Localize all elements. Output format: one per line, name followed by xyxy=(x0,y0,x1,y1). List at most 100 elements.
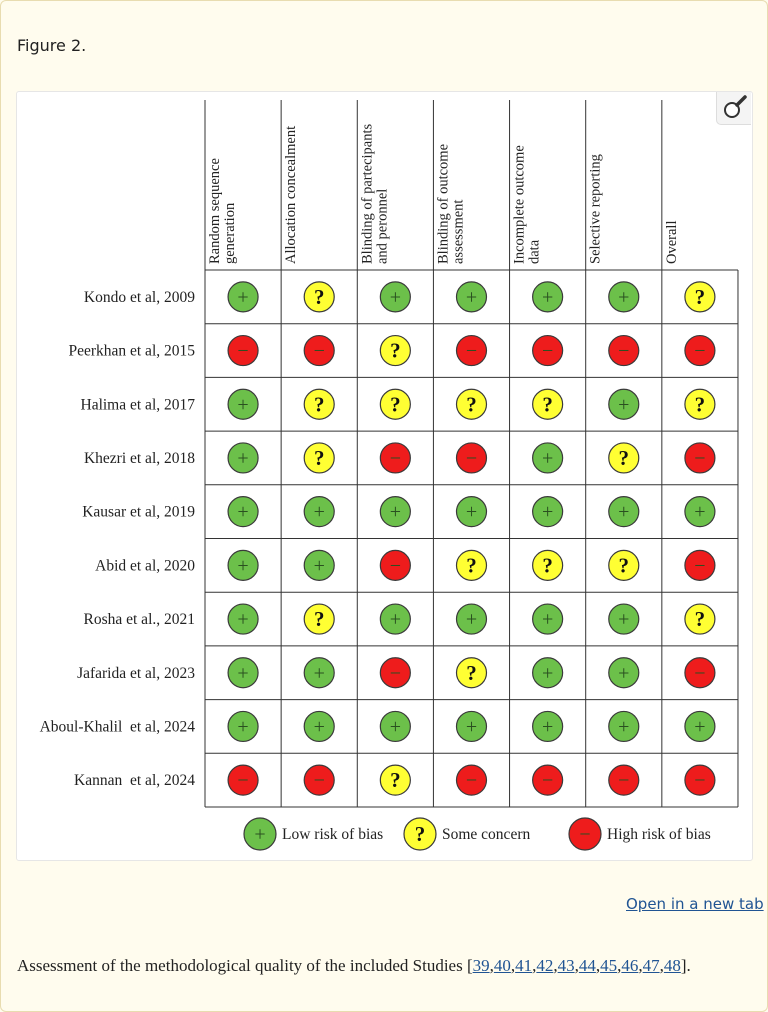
cell-low-circle xyxy=(608,496,640,528)
reference-link-46[interactable]: 46 xyxy=(621,956,639,975)
cell-high-mark: − xyxy=(314,340,325,362)
cell-some-mark: ? xyxy=(390,339,401,363)
cell-high-circle xyxy=(684,549,716,581)
row-label: Kannan et al, 2024 xyxy=(74,772,195,789)
legend-label: Some concern xyxy=(442,826,530,843)
reference-link-47[interactable]: 47 xyxy=(642,956,660,975)
cell-some-mark: ? xyxy=(542,392,553,416)
cell-low-circle xyxy=(303,496,335,528)
cell-high-circle xyxy=(379,442,411,474)
legend-high-mark: − xyxy=(579,824,590,846)
cell-high-mark: − xyxy=(694,340,705,362)
cell-low-circle xyxy=(608,657,640,689)
cell-low-mark: + xyxy=(466,501,477,523)
cell-low-mark: + xyxy=(618,501,629,523)
cell-low-circle xyxy=(379,603,411,635)
legend-some-circle xyxy=(403,817,437,851)
cell-some-circle xyxy=(455,388,488,420)
cell-low-circle xyxy=(532,710,564,743)
cell-some-mark: ? xyxy=(542,553,553,577)
reference-link-41[interactable]: 41 xyxy=(515,956,533,975)
cell-low-mark: + xyxy=(618,394,629,416)
cell-some-circle xyxy=(379,388,411,420)
cell-low-circle xyxy=(532,281,564,313)
cell-some-mark: ? xyxy=(695,392,706,416)
cell-high-circle xyxy=(684,764,716,796)
cell-low-circle xyxy=(227,603,259,635)
cell-some-circle xyxy=(303,442,335,474)
reference-link-48[interactable]: 48 xyxy=(663,956,681,975)
cell-high-mark: − xyxy=(618,340,629,362)
cell-low-circle xyxy=(227,496,259,528)
cell-low-mark: + xyxy=(542,716,553,738)
cell-some-mark: ? xyxy=(695,607,706,631)
cell-low-circle xyxy=(608,388,640,420)
cell-some-mark: ? xyxy=(314,446,325,470)
cell-low-mark: + xyxy=(542,447,553,469)
open-in-new-tab-link[interactable]: Open in a new tab xyxy=(626,895,764,913)
cell-high-circle xyxy=(532,334,564,367)
cell-low-circle xyxy=(227,549,259,581)
cell-some-mark: ? xyxy=(466,553,477,577)
reference-link-42[interactable]: 42 xyxy=(536,956,554,975)
cell-low-circle xyxy=(455,710,488,743)
reference-link-43[interactable]: 43 xyxy=(557,956,575,975)
caption-text-end: ]. xyxy=(680,956,691,975)
cell-some-circle xyxy=(303,388,335,420)
cell-high-mark: − xyxy=(466,340,477,362)
cell-low-circle xyxy=(608,281,640,313)
figure-caption: Assessment of the methodological quality… xyxy=(17,956,757,976)
cell-high-mark: − xyxy=(694,555,705,577)
cell-some-circle xyxy=(303,281,335,313)
cell-high-mark: − xyxy=(466,770,477,792)
legend-high-circle xyxy=(568,817,602,851)
cell-high-mark: − xyxy=(466,447,477,469)
cell-low-mark: + xyxy=(466,716,477,738)
cell-low-circle xyxy=(379,710,411,743)
cell-low-mark: + xyxy=(314,716,325,738)
cell-low-mark: + xyxy=(237,662,248,684)
cell-high-circle xyxy=(227,334,259,367)
cell-some-mark: ? xyxy=(390,768,401,792)
cell-some-mark: ? xyxy=(619,446,630,470)
cell-low-circle xyxy=(532,657,564,689)
cell-high-circle xyxy=(684,334,716,367)
cell-low-circle xyxy=(303,549,335,581)
cell-high-circle xyxy=(455,764,488,796)
reference-link-45[interactable]: 45 xyxy=(600,956,618,975)
cell-some-circle xyxy=(379,764,411,796)
column-header: Blinding of outcomeassessment xyxy=(435,144,466,264)
cell-high-circle xyxy=(608,334,640,367)
cell-low-mark: + xyxy=(314,501,325,523)
reference-link-40[interactable]: 40 xyxy=(493,956,511,975)
cell-low-mark: + xyxy=(466,609,477,631)
cell-low-circle xyxy=(684,496,716,528)
cell-low-circle xyxy=(227,657,259,689)
legend-low-mark: + xyxy=(254,824,265,846)
magnify-button[interactable] xyxy=(716,92,751,125)
cell-low-circle xyxy=(227,388,259,420)
cell-high-circle xyxy=(379,657,411,689)
cell-high-mark: − xyxy=(694,770,705,792)
cell-low-mark: + xyxy=(618,662,629,684)
cell-low-circle xyxy=(455,603,488,635)
cell-low-circle xyxy=(532,496,564,528)
cell-low-circle xyxy=(303,657,335,689)
cell-some-circle xyxy=(608,549,640,581)
cell-high-mark: − xyxy=(390,662,401,684)
cell-high-circle xyxy=(532,764,564,796)
cell-high-mark: − xyxy=(694,447,705,469)
cell-low-mark: + xyxy=(237,555,248,577)
cell-low-mark: + xyxy=(314,555,325,577)
row-label: Abid et al, 2020 xyxy=(95,557,195,574)
cell-low-mark: + xyxy=(618,716,629,738)
cell-high-mark: − xyxy=(694,662,705,684)
reference-link-44[interactable]: 44 xyxy=(578,956,596,975)
row-label: Khezri et al, 2018 xyxy=(84,450,195,467)
cell-low-circle xyxy=(227,281,259,313)
cell-some-circle xyxy=(684,281,716,313)
cell-low-mark: + xyxy=(390,286,401,308)
reference-link-39[interactable]: 39 xyxy=(472,956,490,975)
figure-label: Figure 2. xyxy=(17,36,87,55)
